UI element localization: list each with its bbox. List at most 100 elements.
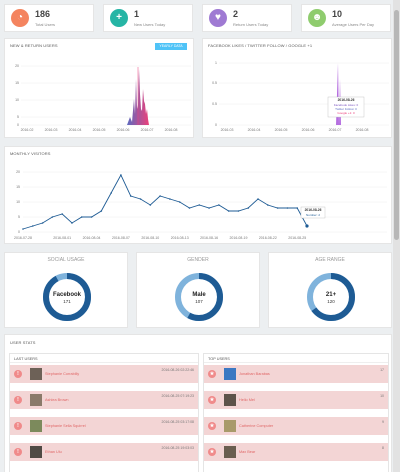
user-name[interactable]: Stephanie Sella Squirrel (45, 424, 86, 428)
list-title: LAST USERS (10, 354, 198, 363)
x-tick-label: 2016-06 (302, 128, 315, 132)
stat-card-return-users: ♥ 2 Return Users Today (202, 4, 292, 32)
list-item[interactable]: ! Stephanie Sella Squirrel 2016-08-25 03… (10, 417, 198, 436)
data-point (276, 207, 279, 209)
y-tick-label: 5 (18, 215, 20, 219)
x-tick-label: 2016-07 (141, 128, 154, 132)
data-point (267, 204, 269, 206)
star-icon: ★ (208, 448, 216, 456)
avatar (224, 420, 236, 432)
gender-donut: Male 107 (175, 273, 223, 321)
pie-chart-icon: ◔ (11, 9, 29, 27)
scrollbar-thumb[interactable] (394, 10, 399, 240)
x-tick-label: 2016-03 (221, 128, 234, 132)
donut-title: AGE RANGE (315, 257, 345, 263)
star-icon: ★ (208, 396, 216, 404)
x-tick-label: 2016-07-28 (14, 236, 32, 240)
age-range-panel: AGE RANGE 21+ 120 (268, 252, 392, 328)
x-tick-label: 2016-08 (356, 128, 369, 132)
panel-title: FACEBOOK LIKES / TWITTER FOLLOW / GOOGLE… (208, 43, 313, 48)
user-name[interactable]: Jonathan Barabas (239, 372, 270, 376)
tooltip-line: Twitter Follow: 0 (335, 107, 357, 111)
age-range-donut: 21+ 120 (307, 273, 355, 321)
data-point (41, 222, 44, 224)
user-count: 8 (382, 446, 384, 450)
exclamation-icon: ! (14, 370, 22, 378)
tooltip-line: Google +1: 0 (337, 111, 355, 115)
exclamation-icon: ! (14, 422, 22, 430)
user-name[interactable]: Catherine Computer (239, 424, 274, 428)
plus-icon: + (110, 9, 128, 27)
y-tick-label: 0 (18, 230, 20, 234)
avatar (30, 446, 42, 458)
x-tick-label: 2016-07 (329, 128, 342, 132)
stat-card-total-users: ◔ 186 Total Users (4, 4, 94, 32)
social-usage-panel: SOCIAL USAGE Facebook 171 (4, 252, 128, 328)
panel-title: NEW & RETURN USERS (10, 43, 58, 48)
list-item[interactable]: ★ Hello Mel 10 (204, 391, 388, 410)
y-tick-label: 0 (17, 123, 19, 127)
user-name[interactable]: Stephanie Corrabilly (45, 372, 80, 376)
donut-value: 120 (327, 299, 335, 304)
data-point (305, 224, 309, 228)
x-tick-label: 2016-05 (93, 128, 106, 132)
y-tick-label: 20 (15, 64, 19, 68)
tooltip-date: 2016-08-26 (305, 208, 322, 212)
list-item[interactable]: ★ Catherine Computer 9 (204, 417, 388, 436)
y-tick-label: 0.5 (212, 81, 217, 85)
tooltip-line: Facebook Likes: 0 (334, 103, 359, 107)
panel-title: USER STATS (10, 340, 36, 345)
list-item[interactable]: ! Ethan Ulu 2016-08-25 19:03:03 (10, 443, 198, 462)
avatar (224, 446, 236, 458)
visitors-line (22, 174, 308, 230)
user-name[interactable]: Max Bear (239, 450, 256, 454)
new-return-users-panel: NEW & RETURN USERS YEARLY DATA 20 15 10 5 0 … (4, 38, 194, 138)
data-point (257, 198, 259, 200)
gender-panel: GENDER Male 107 (136, 252, 260, 328)
user-icon: ☻ (308, 9, 326, 27)
list-item[interactable]: ★ Max Bear 8 (204, 443, 388, 462)
tooltip-line: Number: 2 (306, 213, 320, 217)
stat-value: 10 (332, 9, 343, 19)
star-icon: ★ (208, 422, 216, 430)
list-item[interactable]: ! Ashlea Brown 2016-08-25 07:19:23 (10, 391, 198, 410)
donut-title: GENDER (187, 257, 209, 263)
exclamation-icon: ! (14, 396, 22, 404)
x-tick-label: 2016-03 (45, 128, 58, 132)
yearly-data-button[interactable]: YEARLY DATA (155, 43, 187, 50)
user-name[interactable]: Hello Mel (239, 398, 255, 402)
data-point (208, 207, 210, 209)
user-count: 17 (380, 368, 384, 372)
x-tick-label: 2016-06 (117, 128, 130, 132)
new-return-chart: 20 15 10 5 0 2016-02 2016-03 2016-04 2016-05 201… (15, 64, 191, 132)
y-tick-label: 5 (17, 115, 19, 119)
user-time: 2016-08-26 02:22:46 (161, 368, 195, 372)
stat-label: Total Users (35, 22, 56, 27)
data-point (247, 207, 250, 209)
x-tick-label: 2016-04 (248, 128, 261, 132)
data-point (159, 195, 161, 197)
data-point (188, 207, 191, 209)
stat-card-average-users: ☻ 10 Average Users Per Day (301, 4, 391, 32)
x-tick-label: 2016-08 (165, 128, 178, 132)
donut-label: Facebook (53, 292, 82, 298)
list-title: TOP USERS (204, 354, 388, 363)
heart-icon: ♥ (209, 9, 227, 27)
user-name[interactable]: Ashlea Brown (45, 398, 69, 402)
page-scrollbar[interactable] (393, 0, 400, 472)
y-tick-label: 0 (215, 123, 217, 127)
list-item[interactable]: ! Stephanie Corrabilly 2016-08-26 02:22:… (10, 365, 198, 384)
x-tick-label: 2016-08-13 (171, 236, 189, 240)
list-item[interactable]: ★ Jonathan Barabas 17 (204, 365, 388, 384)
chart-tooltip: 2016-08-26 Facebook Likes: 0 Twitter Fol… (327, 96, 365, 118)
data-point (198, 204, 201, 206)
x-tick-label: 2016-08-22 (259, 236, 277, 240)
data-point (178, 201, 181, 203)
y-tick-label: 20 (16, 170, 20, 174)
data-point (110, 192, 112, 194)
x-tick-label: 2016-02 (21, 128, 34, 132)
data-point (71, 222, 73, 224)
user-name[interactable]: Ethan Ulu (45, 450, 62, 454)
x-tick-label: 2016-08-01 (53, 236, 71, 240)
user-time: 2016-08-25 03:17:08 (161, 420, 195, 424)
